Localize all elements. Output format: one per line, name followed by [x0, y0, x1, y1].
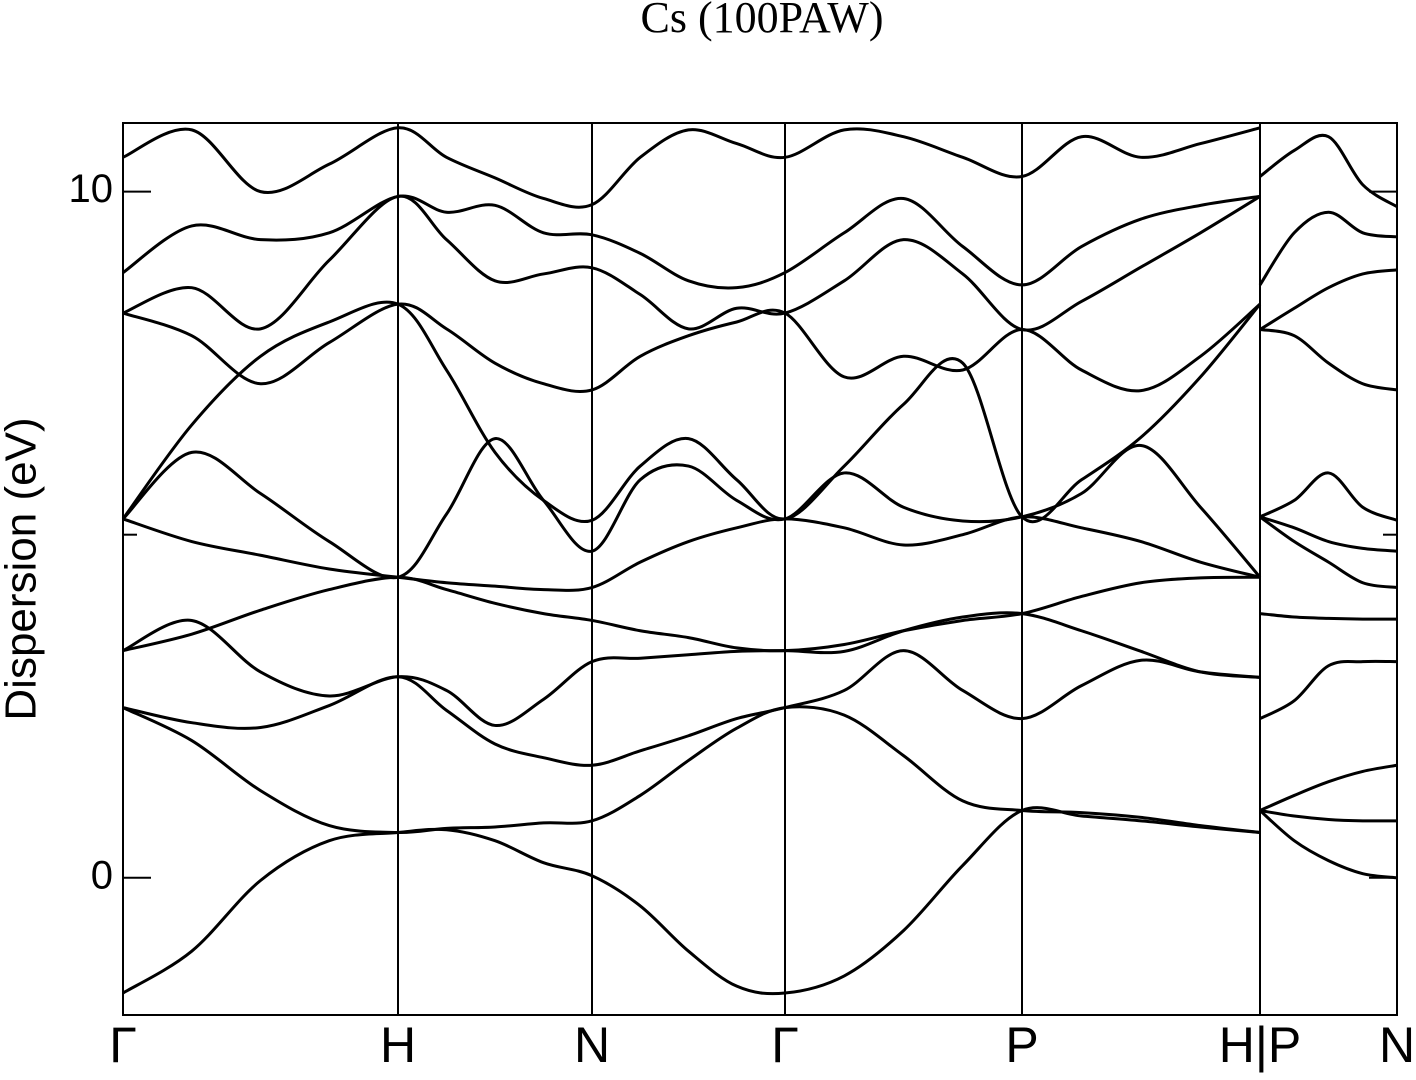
band-line	[121, 300, 1398, 524]
x-tick-label: N	[574, 1017, 610, 1073]
plot-frame	[122, 122, 1398, 1016]
x-tick-label: P	[1005, 1017, 1038, 1073]
chart-title: Cs (100PAW)	[641, 0, 884, 42]
x-tick-label: N	[1379, 1017, 1415, 1073]
band-line	[122, 515, 1398, 592]
band-line	[122, 806, 1398, 996]
band-line	[121, 437, 1398, 580]
x-tick-label: H	[380, 1017, 416, 1073]
band-line	[122, 649, 1398, 812]
band-line	[122, 194, 1398, 332]
x-tick-label: H|P	[1219, 1017, 1301, 1073]
band-line	[122, 302, 1398, 394]
y-tick-label: 0	[91, 853, 113, 897]
band-line	[122, 126, 1398, 209]
band-line	[122, 575, 1398, 653]
x-tick-label: Γ	[771, 1017, 799, 1073]
band-line	[122, 611, 1398, 727]
band-line	[122, 194, 1398, 290]
y-axis-label: Dispersion (eV)	[0, 417, 46, 720]
band-line	[122, 705, 1398, 834]
y-tick-label: 10	[69, 167, 114, 211]
x-tick-label: Γ	[109, 1017, 137, 1073]
